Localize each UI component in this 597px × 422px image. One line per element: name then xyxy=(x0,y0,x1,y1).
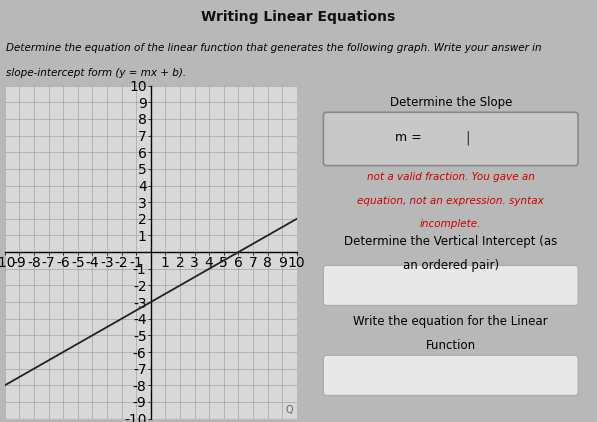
Text: equation, not an expression. syntax: equation, not an expression. syntax xyxy=(358,195,544,206)
Text: Writing Linear Equations: Writing Linear Equations xyxy=(201,10,396,24)
Text: Determine the equation of the linear function that generates the following graph: Determine the equation of the linear fun… xyxy=(6,43,541,54)
FancyBboxPatch shape xyxy=(324,112,578,165)
Text: Function: Function xyxy=(426,339,476,352)
Text: Q: Q xyxy=(285,405,293,415)
Text: incomplete.: incomplete. xyxy=(420,219,481,229)
Text: Write the equation for the Linear: Write the equation for the Linear xyxy=(353,315,548,328)
Text: m =: m = xyxy=(395,131,421,144)
FancyBboxPatch shape xyxy=(324,265,578,306)
Text: not a valid fraction. You gave an: not a valid fraction. You gave an xyxy=(367,172,535,182)
Text: |: | xyxy=(466,130,470,144)
Text: an ordered pair): an ordered pair) xyxy=(402,259,499,272)
FancyBboxPatch shape xyxy=(324,355,578,395)
Text: Determine the Vertical Intercept (as: Determine the Vertical Intercept (as xyxy=(344,235,558,249)
Text: Determine the Slope: Determine the Slope xyxy=(390,96,512,108)
Text: slope-intercept form (y = mx + b).: slope-intercept form (y = mx + b). xyxy=(6,68,186,78)
